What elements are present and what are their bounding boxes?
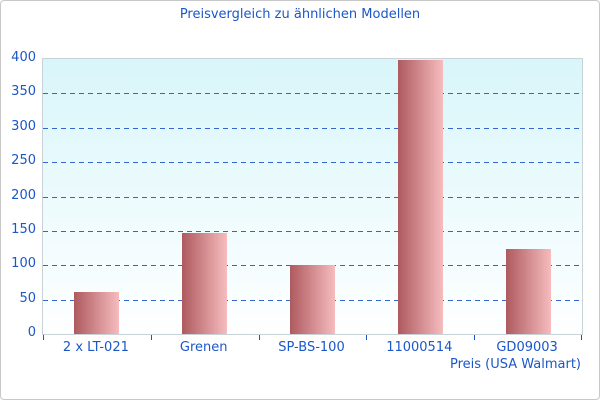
y-label-200: 200	[11, 187, 36, 203]
y-label-350: 350	[11, 84, 36, 100]
x-label-SP-BS-100: SP-BS-100	[278, 340, 345, 355]
gridline-250	[43, 162, 582, 164]
x-label-Grenen: Grenen	[179, 340, 228, 355]
plot-area	[42, 58, 583, 340]
gridline-300	[43, 127, 582, 129]
x-label-2 x LT-021: 2 x LT-021	[62, 340, 129, 355]
y-label-100: 100	[11, 256, 36, 272]
y-label-0: 0	[27, 325, 36, 340]
bar-Grenen	[182, 233, 228, 334]
x-axis-tick	[150, 335, 152, 340]
gridline-350	[43, 93, 582, 95]
bar-11000514	[397, 60, 443, 334]
y-label-150: 150	[11, 221, 36, 237]
y-label-300: 300	[11, 118, 36, 134]
bar-GD09003	[505, 249, 551, 334]
x-axis-title: Preis (USA Walmart)	[449, 357, 581, 372]
x-axis-tick	[366, 335, 368, 340]
bar-2 x LT-021	[74, 292, 120, 334]
x-label-11000514: 11000514	[386, 340, 453, 355]
y-label-250: 250	[11, 153, 36, 169]
y-label-400: 400	[11, 50, 36, 65]
x-axis-tick	[258, 335, 260, 340]
bar-SP-BS-100	[290, 265, 335, 334]
gridline-150	[43, 230, 582, 232]
gridline-200	[43, 196, 582, 198]
x-label-GD09003: GD09003	[496, 340, 558, 355]
x-axis-tick	[474, 335, 476, 340]
x-axis-tick	[43, 335, 44, 340]
x-axis-tick	[581, 335, 582, 340]
chart-title: Preisvergleich zu ähnlichen Modellen	[179, 7, 421, 22]
y-label-50: 50	[19, 290, 36, 306]
